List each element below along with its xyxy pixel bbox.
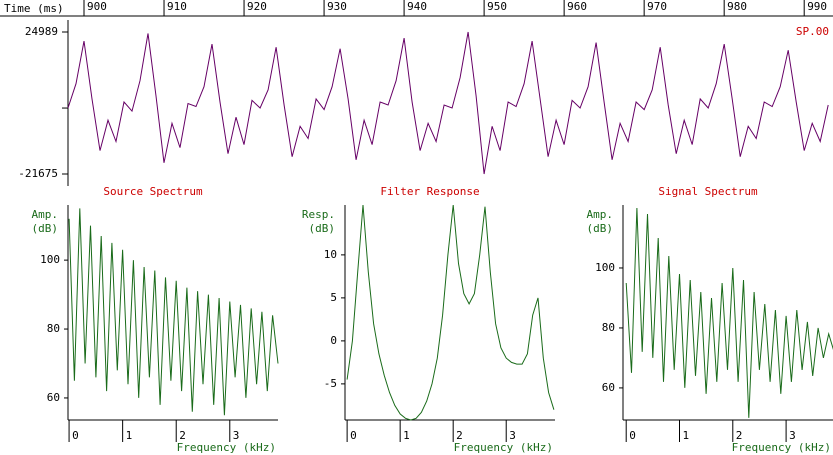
y-axis-label: (dB): [587, 222, 614, 235]
y-axis-label: Amp.: [32, 208, 59, 221]
x-tick-label: 1: [682, 429, 689, 442]
x-tick-label: 2: [736, 429, 743, 442]
x-tick-label: 900: [87, 0, 107, 13]
x-tick-label: 940: [407, 0, 427, 13]
x-tick-label: 960: [567, 0, 587, 13]
x-tick-label: 0: [72, 429, 79, 442]
x-axis-label: Frequency (kHz): [732, 441, 831, 454]
x-tick-label: 920: [247, 0, 267, 13]
signal-line: [346, 204, 555, 421]
chart-title: Source Spectrum: [103, 185, 203, 198]
y-tick-label: 80: [602, 321, 615, 334]
y-tick-label: -5: [324, 377, 337, 390]
chart-title: Signal Spectrum: [658, 185, 758, 198]
chart-title: Filter Response: [380, 185, 479, 198]
x-tick-label: 980: [727, 0, 747, 13]
x-tick-label: 0: [350, 429, 357, 442]
x-axis-label: Time (ms): [4, 2, 64, 15]
x-tick-label: 3: [509, 429, 516, 442]
x-tick-label: 1: [403, 429, 410, 442]
x-tick-label: 930: [327, 0, 347, 13]
y-tick-label: 60: [602, 381, 615, 394]
x-tick-label: 950: [487, 0, 507, 13]
channel-label: SP.00: [796, 25, 829, 38]
signal-line: [625, 207, 833, 418]
y-tick-label: 5: [330, 291, 337, 304]
y-tick-label: -21675: [18, 167, 58, 180]
y-tick-label: 80: [47, 322, 60, 335]
signal-line: [67, 31, 829, 175]
x-tick-label: 2: [179, 429, 186, 442]
y-axis-label: Resp.: [302, 208, 335, 221]
x-axis-label: Frequency (kHz): [454, 441, 553, 454]
signal-line: [68, 208, 279, 416]
y-tick-label: 0: [330, 334, 337, 347]
x-tick-label: 970: [647, 0, 667, 13]
y-tick-label: 100: [595, 261, 615, 274]
x-axis-label: Frequency (kHz): [177, 441, 276, 454]
y-tick-label: 60: [47, 391, 60, 404]
y-tick-label: 24989: [25, 25, 58, 38]
x-tick-label: 3: [233, 429, 240, 442]
x-tick-label: 3: [789, 429, 796, 442]
y-tick-label: 10: [324, 248, 337, 261]
y-axis-label: (dB): [32, 222, 59, 235]
y-tick-label: 100: [40, 253, 60, 266]
x-tick-label: 910: [167, 0, 187, 13]
y-axis-label: Amp.: [587, 208, 614, 221]
x-tick-label: 2: [456, 429, 463, 442]
x-tick-label: 1: [126, 429, 133, 442]
y-axis-label: (dB): [309, 222, 336, 235]
x-tick-label: 0: [629, 429, 636, 442]
x-tick-label: 990: [807, 0, 827, 13]
